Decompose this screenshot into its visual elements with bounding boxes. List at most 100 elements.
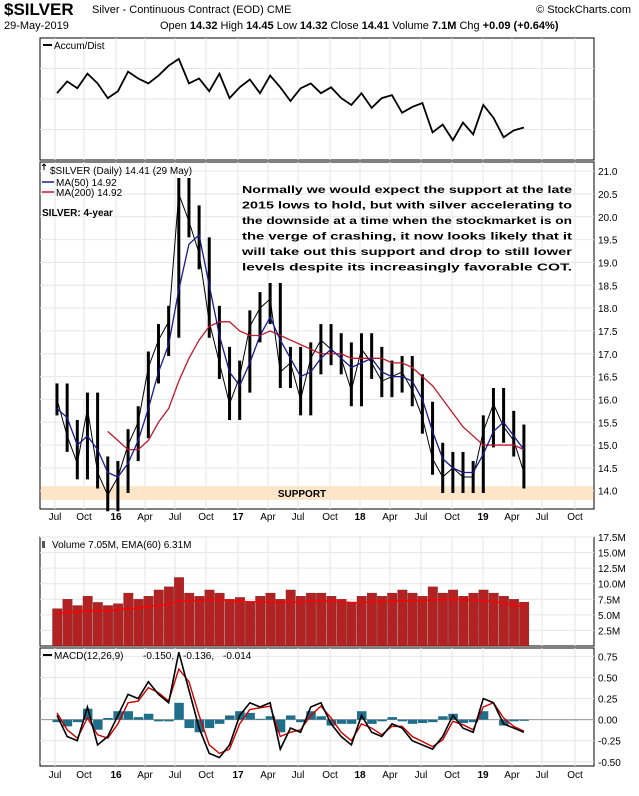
price-y-tick: 21.0	[598, 167, 618, 178]
chg-label: Chg	[459, 20, 480, 32]
volume-label: Volume	[392, 20, 429, 32]
macd-signal-line	[56, 667, 525, 755]
x-tick-label: Oct	[322, 512, 338, 523]
price-y-tick: 14.5	[598, 464, 618, 475]
x-tick-label: Jul	[415, 770, 428, 781]
volume-bar	[468, 592, 479, 647]
volume-value: 7.1M	[431, 20, 457, 32]
macd-y-tick: 0.75	[598, 652, 618, 663]
price-y-tick: 16.0	[598, 395, 618, 406]
macd-title-value: -0.136,	[183, 651, 214, 662]
volume-bar	[488, 592, 499, 647]
price-y-tick: 18.0	[598, 304, 618, 315]
ma200-line	[107, 321, 525, 451]
x-tick-label: Oct	[444, 512, 460, 523]
x-tick-label: Jul	[292, 770, 305, 781]
x-tick-label: 17	[232, 512, 244, 523]
x-tick-label: 18	[354, 512, 366, 523]
macd-y-tick: 0.00	[598, 716, 618, 727]
x-tick-label: Apr	[504, 512, 520, 523]
high-label: High	[220, 20, 244, 32]
x-tick-label: 16	[110, 770, 122, 781]
macd-histogram-bar	[336, 719, 347, 724]
macd-histogram-bar	[468, 719, 479, 723]
volume-bar	[387, 592, 398, 647]
macd-histogram-bar	[82, 708, 93, 720]
price-y-tick: 17.0	[598, 350, 618, 361]
annotation-line: levels despite its increasingly favorabl…	[242, 263, 572, 274]
volume-bar	[235, 597, 245, 647]
volume-bar	[498, 596, 509, 647]
price-y-tick: 19.0	[598, 258, 618, 269]
macd-histogram-bar	[519, 719, 529, 721]
volume-bar	[356, 596, 367, 647]
accum-dist-line	[56, 57, 525, 142]
macd-histogram-bar	[154, 719, 164, 722]
price-y-tick: 20.5	[598, 190, 618, 201]
price-y-tick: 16.5	[598, 373, 618, 384]
volume-bar	[113, 603, 124, 647]
macd-histogram-bar	[377, 719, 387, 722]
volume-bar	[224, 599, 235, 647]
ma200-legend: MA(200) 14.92	[56, 188, 123, 199]
macd-histogram-bar	[133, 717, 144, 720]
low-value: 14.32	[299, 20, 328, 32]
x-tick-label: Oct	[198, 512, 214, 523]
x-tick-label: Oct	[76, 770, 92, 781]
price-y-tick: 17.5	[598, 327, 618, 338]
x-tick-label: Apr	[260, 770, 276, 781]
volume-bar	[438, 592, 448, 647]
volume-title: Volume 7.05M, EMA(60) 6.31M	[52, 540, 192, 551]
close-value: 14.41	[361, 20, 390, 32]
volume-bar	[52, 608, 63, 647]
volume-bar	[265, 592, 276, 647]
x-tick-label: Oct	[444, 770, 460, 781]
volume-y-tick: 12.5M	[598, 564, 626, 575]
volume-bar	[519, 601, 530, 647]
macd-histogram-bar	[123, 711, 134, 720]
volume-y-tick: 15.0M	[598, 549, 626, 560]
macd-histogram-bar	[143, 713, 154, 720]
volume-bar	[295, 596, 306, 647]
volume-bar	[366, 592, 377, 647]
symbol-description: Silver - Continuous Contract (EOD) CME	[92, 4, 291, 16]
macd-histogram-bar	[438, 716, 448, 720]
volume-legend-icon	[42, 541, 45, 548]
volume-bar	[448, 589, 459, 647]
volume-y-tick: 5.0M	[598, 611, 620, 622]
macd-title-value: -0.014	[223, 651, 252, 662]
support-zone	[41, 486, 593, 500]
close-label: Close	[330, 20, 359, 32]
price-y-tick: 20.0	[598, 213, 618, 224]
price-title: $SILVER (Daily) 14.41 (29 May)	[50, 166, 192, 177]
x-tick-label: Jul	[169, 770, 182, 781]
volume-bar	[92, 602, 103, 647]
macd-histogram-bar	[417, 719, 428, 724]
x-tick-label: Apr	[137, 770, 153, 781]
macd-histogram-bar	[62, 719, 73, 727]
annotation-line: Normally we would expect the support at …	[242, 185, 573, 196]
volume-bar	[407, 592, 418, 647]
price-y-tick: 15.5	[598, 418, 618, 429]
macd-histogram-bar	[346, 719, 357, 724]
macd-histogram-bar	[478, 711, 489, 720]
x-tick-label: 19	[477, 512, 489, 523]
overlay-title: SILVER: 4-year	[42, 208, 113, 219]
macd-histogram-bar	[407, 719, 418, 724]
x-tick-label: Apr	[504, 770, 520, 781]
volume-bar	[62, 599, 73, 647]
volume-bar	[123, 592, 134, 647]
macd-histogram-bar	[387, 717, 397, 720]
x-tick-label: Jul	[49, 512, 62, 523]
volume-y-tick: 10.0M	[598, 580, 626, 591]
annotation-line: 2015 lows to hold, but with silver accel…	[242, 201, 572, 212]
x-tick-label: Jul	[536, 512, 549, 523]
volume-bar	[478, 589, 489, 647]
volume-bar	[143, 596, 154, 647]
volume-bar	[417, 596, 428, 647]
price-y-tick: 18.5	[598, 281, 618, 292]
macd-histogram-bar	[316, 716, 326, 720]
macd-histogram-bar	[509, 719, 519, 722]
volume-bar	[133, 599, 144, 647]
